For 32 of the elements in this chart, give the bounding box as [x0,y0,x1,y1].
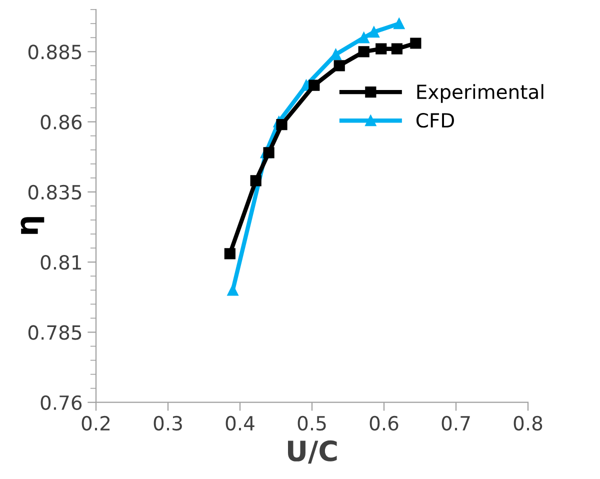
point [308,80,320,91]
point [358,46,370,58]
point [376,43,387,54]
x-tick-label: 0.5 [298,416,326,431]
legend-label: Experimental [417,84,544,103]
y-tick-label: 0.81 [40,255,82,270]
x-tick-label: 0.3 [154,416,182,431]
point [368,26,380,38]
x-axis-title: U/C [288,440,337,464]
y-tick-label: 0.835 [28,184,82,200]
y-tick-label: 0.86 [40,114,82,130]
x-tick-label: 0.2 [82,416,110,431]
y-tick-label: 0.76 [40,395,82,410]
x-tick-label: 0.6 [370,416,398,431]
point [391,43,403,54]
point [250,175,262,186]
y-axis-title: η [20,217,44,234]
point [394,18,405,30]
point [276,119,288,130]
legend-label: CFD [416,112,454,128]
point [358,32,370,44]
x-tick-label: 0.8 [514,416,542,431]
y-tick-label: 0.785 [28,325,82,340]
point [224,248,236,260]
point [330,48,342,60]
point [334,60,345,72]
x-tick-label: 0.4 [226,416,254,431]
y-tick-label: 0.885 [28,44,82,60]
point [227,284,238,296]
point [410,38,422,49]
point [263,147,274,158]
x-tick-label: 0.7 [442,416,470,431]
